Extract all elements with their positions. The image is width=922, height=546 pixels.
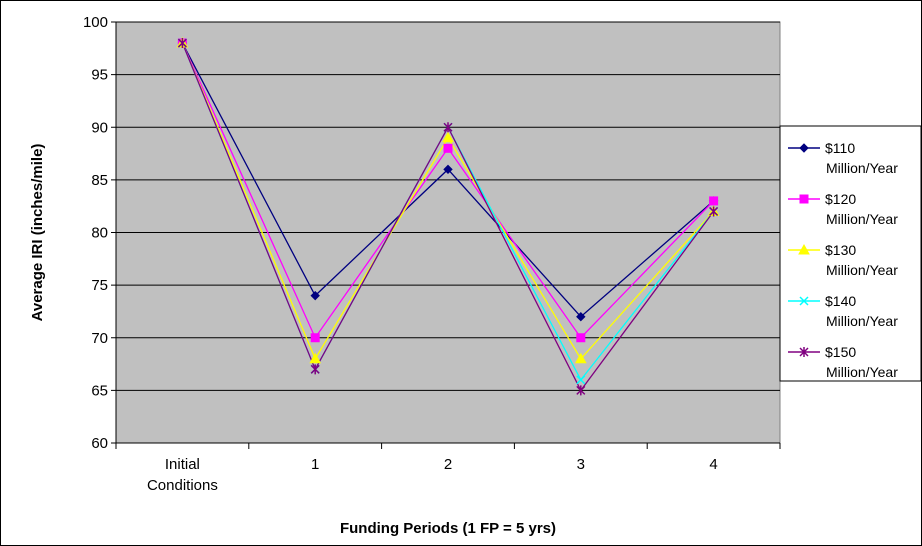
legend-label: $140 Million/Year [825,293,898,329]
y-tick-label: 60 [91,435,108,452]
x-tick-label: 3 [577,456,585,473]
legend-entry: $110 Million/Year [788,140,898,176]
y-tick-label: 100 [83,14,108,31]
data-point [709,196,719,206]
y-tick-label: 85 [91,172,108,189]
x-axis-title: Funding Periods (1 FP = 5 yrs) [340,520,556,537]
data-point [443,143,453,153]
legend-marker [799,296,809,306]
legend: $110 Million/Year $120 Million/Year $130 Mill… [779,125,922,382]
x-tick-label: Initial Conditions [147,456,218,494]
data-point [442,131,454,143]
data-point [576,333,586,343]
legend-entry: $130 Million/Year [788,242,898,278]
y-tick-label: 75 [91,277,108,294]
data-point [443,164,453,175]
x-tick-label: 2 [444,456,452,473]
data-point [576,311,586,322]
y-tick-label: 90 [91,119,108,136]
legend-entry: $150 Million/Year [788,344,898,380]
legend-label: $120 Million/Year [825,191,898,227]
data-point [309,352,322,364]
data-point [576,385,586,396]
y-tick-label: 95 [91,67,108,84]
data-point [574,352,587,364]
legend-entry: $120 Million/Year [788,191,898,227]
series-markers [176,37,720,396]
data-point [709,206,719,217]
data-point [177,38,187,49]
axes: 60 65 70 75 80 85 90 95 100 Initial Conditions 1 2 3 4 [83,14,781,494]
legend-marker [799,143,809,153]
legend-marker [799,347,809,357]
legend-marker [798,243,810,255]
x-tick-label: 4 [709,456,717,473]
legend-label: $150 Million/Year [825,344,898,380]
data-point [310,333,320,343]
legend-marker [799,194,809,204]
data-point [443,122,453,133]
y-tick-label: 65 [91,382,108,399]
data-point [576,375,586,385]
legend-label: $110 Million/Year [825,140,898,176]
y-tick-label: 80 [91,225,108,242]
legend-label: $130 Million/Year [825,242,898,278]
data-point [310,290,320,301]
y-axis-title: Average IRI (inches/mile) [29,144,46,322]
y-tick-label: 70 [91,330,108,347]
data-point [310,364,320,375]
x-tick-label: 1 [311,456,319,473]
legend-entry: $140 Million/Year [788,293,898,329]
